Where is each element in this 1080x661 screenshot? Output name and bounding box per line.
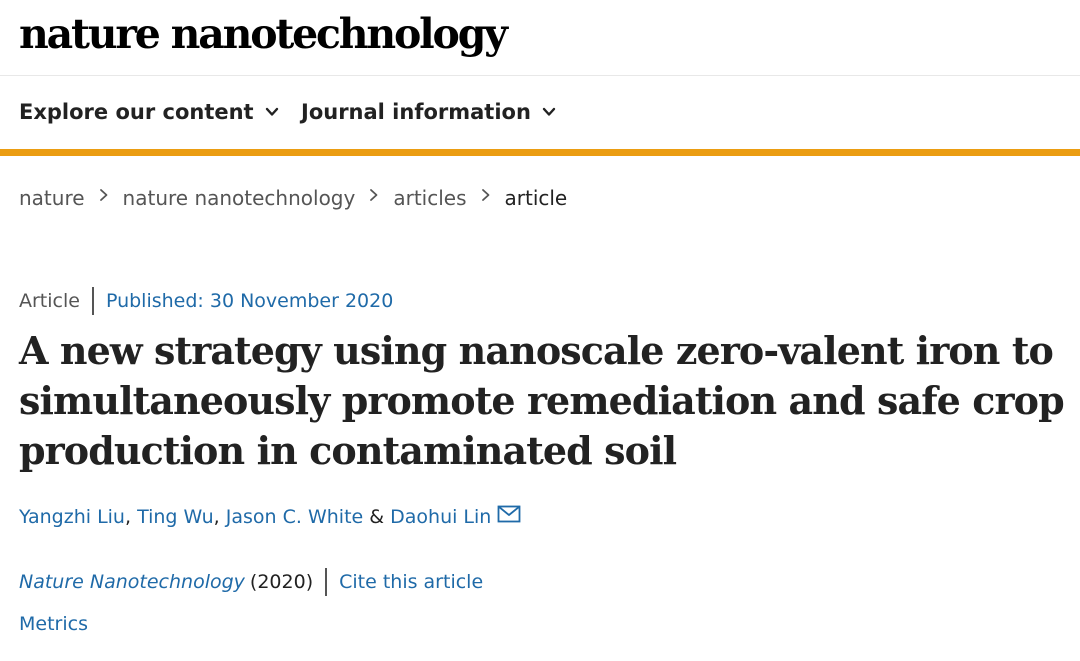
journal-year: (2020): [249, 571, 314, 593]
meta-divider: [91, 287, 94, 315]
published-date: Published: 30 November 2020: [105, 290, 394, 312]
main-nav: Explore our content Journal information: [0, 76, 1080, 149]
author-link[interactable]: Ting Wu: [137, 506, 214, 528]
journal-logo[interactable]: nature nanotechnology: [19, 10, 508, 58]
author-list: Yangzhi Liu , Ting Wu , Jason C. White &…: [19, 505, 521, 528]
breadcrumb-articles[interactable]: articles: [393, 186, 467, 210]
site-header: nature nanotechnology: [0, 0, 1080, 76]
article-meta: Article Published: 30 November 2020: [19, 287, 393, 315]
breadcrumb-current: article: [504, 186, 568, 210]
author-link[interactable]: Yangzhi Liu: [19, 506, 125, 528]
cite-this-article-link[interactable]: Cite this article: [339, 571, 484, 593]
journal-name[interactable]: Nature Nanotechnology: [19, 571, 245, 593]
chevron-down-icon: [542, 107, 556, 116]
nav-explore-content-label: Explore our content: [19, 100, 254, 124]
nav-accent-bar: [0, 149, 1080, 156]
mail-icon[interactable]: [497, 505, 521, 523]
nav-explore-content[interactable]: Explore our content: [19, 100, 280, 124]
author-link[interactable]: Daohui Lin: [390, 506, 492, 528]
article-type: Article: [19, 290, 80, 312]
breadcrumb-nature[interactable]: nature: [19, 186, 85, 210]
chevron-right-icon: [99, 189, 107, 201]
author-separator: ,: [124, 506, 138, 528]
journal-citation-line: Nature Nanotechnology (2020) Cite this a…: [19, 568, 483, 596]
nav-journal-information-label: Journal information: [301, 100, 531, 124]
nav-journal-information[interactable]: Journal information: [301, 100, 557, 124]
chevron-right-icon: [370, 189, 378, 201]
author-link[interactable]: Jason C. White: [225, 506, 364, 528]
chevron-down-icon: [265, 107, 278, 116]
article-title: A new strategy using nanoscale zero-vale…: [19, 328, 1065, 473]
author-separator: &: [363, 506, 391, 528]
meta-divider: [325, 568, 328, 596]
author-separator: ,: [213, 506, 226, 528]
breadcrumb: nature nature nanotechnology articles ar…: [19, 186, 567, 210]
metrics-link[interactable]: Metrics: [19, 613, 88, 635]
breadcrumb-journal[interactable]: nature nanotechnology: [122, 186, 356, 210]
chevron-right-icon: [481, 189, 489, 201]
